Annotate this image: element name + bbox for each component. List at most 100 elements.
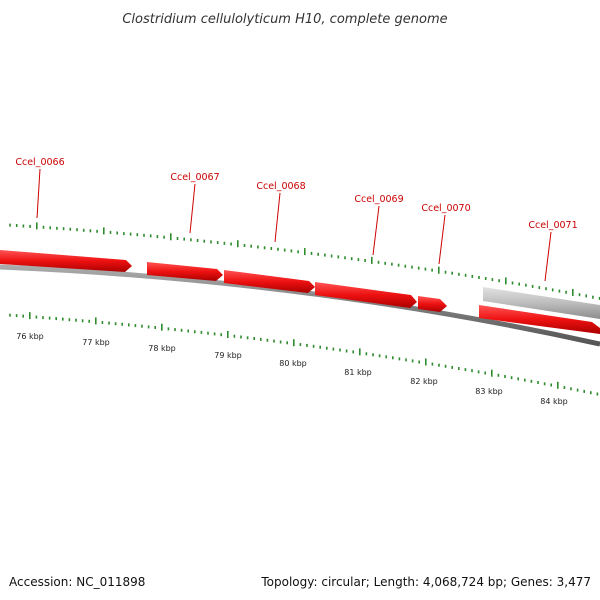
minor-tick bbox=[136, 233, 139, 237]
minor-tick bbox=[565, 290, 567, 294]
gene-arrow[interactable] bbox=[224, 270, 315, 293]
gene-label-leader bbox=[438, 214, 446, 265]
gene-label: Ccel_0068 bbox=[256, 181, 305, 192]
minor-tick bbox=[49, 226, 51, 230]
major-tick bbox=[237, 240, 239, 248]
minor-tick bbox=[9, 223, 11, 227]
minor-tick bbox=[22, 314, 24, 318]
minor-tick bbox=[471, 369, 473, 373]
minor-tick bbox=[297, 250, 299, 254]
other-feature-bar[interactable] bbox=[483, 287, 600, 319]
minor-tick bbox=[15, 224, 18, 227]
minor-tick bbox=[270, 247, 273, 250]
minor-tick bbox=[378, 354, 381, 358]
minor-tick bbox=[543, 382, 546, 386]
gene-arrow[interactable] bbox=[315, 282, 417, 308]
minor-tick bbox=[246, 336, 249, 340]
inner-tick-ring bbox=[9, 312, 599, 396]
minor-tick bbox=[22, 224, 25, 228]
minor-tick bbox=[260, 337, 262, 341]
gene-label: Ccel_0071 bbox=[528, 220, 577, 231]
minor-tick bbox=[397, 263, 400, 267]
minor-tick bbox=[143, 233, 145, 237]
minor-tick bbox=[273, 339, 275, 343]
minor-tick bbox=[511, 281, 514, 285]
major-tick bbox=[371, 256, 373, 264]
minor-tick bbox=[141, 324, 143, 328]
gene-track bbox=[0, 250, 600, 334]
minor-tick bbox=[134, 324, 137, 328]
minor-tick bbox=[55, 317, 57, 321]
minor-tick bbox=[438, 363, 440, 367]
minor-tick bbox=[96, 229, 98, 233]
gene-label-leader bbox=[274, 192, 281, 243]
gene-arrow[interactable] bbox=[147, 262, 223, 281]
major-tick bbox=[170, 233, 172, 241]
genome-backbone bbox=[0, 264, 600, 347]
major-tick bbox=[304, 248, 306, 256]
minor-tick bbox=[596, 392, 599, 396]
minor-tick bbox=[240, 335, 242, 339]
minor-tick bbox=[352, 350, 354, 354]
minor-tick bbox=[364, 259, 366, 262]
gene-label-leader bbox=[189, 183, 196, 234]
minor-tick bbox=[385, 355, 387, 359]
minor-tick bbox=[108, 321, 110, 325]
genome-summary: Topology: circular; Length: 4,068,724 bp… bbox=[260, 575, 591, 589]
major-tick bbox=[438, 266, 440, 274]
minor-tick bbox=[183, 237, 185, 241]
minor-tick bbox=[42, 316, 44, 320]
minor-tick bbox=[345, 349, 348, 353]
minor-tick bbox=[576, 388, 579, 392]
minor-tick bbox=[590, 391, 592, 395]
minor-tick bbox=[299, 343, 302, 347]
minor-tick bbox=[418, 360, 420, 364]
minor-tick bbox=[444, 364, 447, 368]
major-tick bbox=[95, 317, 97, 325]
gene-arrow[interactable] bbox=[479, 305, 600, 334]
minor-tick bbox=[69, 227, 72, 231]
minor-tick bbox=[391, 262, 393, 266]
minor-tick bbox=[339, 348, 341, 352]
minor-tick bbox=[491, 278, 494, 282]
minor-tick bbox=[88, 319, 90, 323]
minor-tick bbox=[551, 288, 554, 292]
major-tick bbox=[29, 312, 31, 320]
minor-tick bbox=[324, 253, 326, 257]
minor-tick bbox=[128, 323, 130, 327]
minor-tick bbox=[190, 238, 192, 242]
minor-tick bbox=[498, 279, 500, 283]
minor-tick bbox=[537, 381, 539, 384]
major-tick bbox=[36, 222, 38, 230]
minor-tick bbox=[451, 365, 453, 369]
scale-label: 77 kbp bbox=[82, 338, 110, 347]
minor-tick bbox=[484, 371, 486, 375]
minor-tick bbox=[464, 368, 467, 372]
minor-tick bbox=[180, 328, 183, 332]
minor-tick bbox=[377, 260, 380, 264]
minor-tick bbox=[583, 389, 585, 393]
minor-tick bbox=[317, 252, 319, 256]
minor-tick bbox=[510, 376, 513, 380]
minor-tick bbox=[578, 293, 581, 297]
minor-tick bbox=[230, 242, 232, 246]
minor-tick bbox=[194, 330, 196, 334]
minor-tick bbox=[56, 226, 58, 230]
minor-tick bbox=[424, 267, 427, 271]
minor-tick bbox=[167, 327, 170, 331]
minor-tick bbox=[196, 239, 199, 242]
minor-tick bbox=[545, 287, 547, 291]
gene-arrow[interactable] bbox=[418, 296, 447, 312]
major-tick bbox=[359, 348, 361, 356]
minor-tick bbox=[76, 228, 78, 232]
gene-arrow[interactable] bbox=[0, 250, 132, 272]
minor-tick bbox=[116, 231, 118, 235]
minor-tick bbox=[277, 247, 279, 251]
gene-label-leader bbox=[36, 168, 41, 219]
minor-tick bbox=[464, 273, 467, 277]
minor-tick bbox=[220, 333, 222, 337]
major-tick bbox=[425, 358, 427, 366]
minor-tick bbox=[411, 359, 414, 363]
minor-tick bbox=[330, 254, 333, 258]
